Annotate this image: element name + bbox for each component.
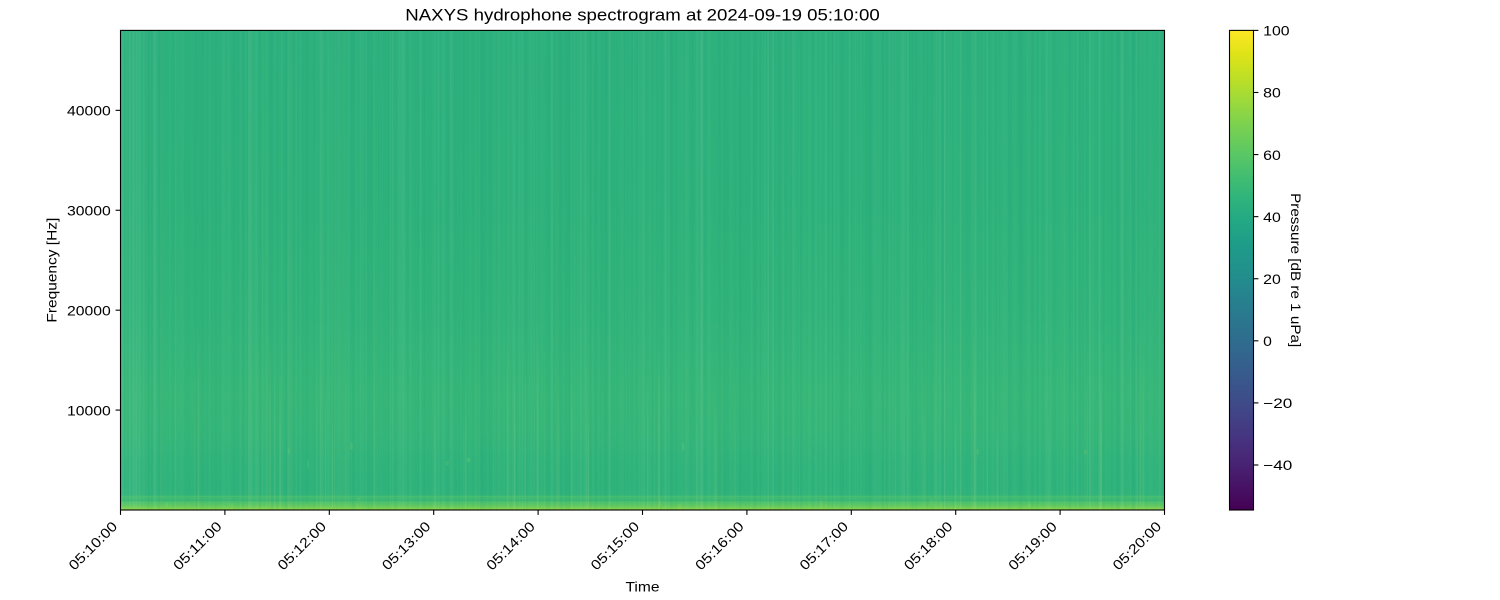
svg-text:0: 0 [1263, 333, 1272, 349]
svg-text:20000: 20000 [67, 302, 111, 318]
svg-text:Time: Time [626, 579, 660, 595]
svg-text:100: 100 [1263, 23, 1290, 39]
svg-text:10000: 10000 [67, 402, 111, 418]
svg-text:40000: 40000 [67, 103, 111, 119]
svg-text:−40: −40 [1263, 457, 1292, 473]
svg-text:40: 40 [1263, 209, 1281, 225]
svg-text:NAXYS hydrophone spectrogram a: NAXYS hydrophone spectrogram at 2024-09-… [405, 6, 879, 25]
svg-text:−20: −20 [1263, 395, 1292, 411]
svg-text:80: 80 [1263, 85, 1281, 101]
svg-text:30000: 30000 [67, 202, 111, 218]
svg-text:20: 20 [1263, 271, 1281, 287]
svg-text:Pressure [dB re 1 uPa]: Pressure [dB re 1 uPa] [1288, 193, 1304, 347]
svg-text:60: 60 [1263, 147, 1281, 163]
svg-text:Frequency [Hz]: Frequency [Hz] [44, 218, 60, 323]
